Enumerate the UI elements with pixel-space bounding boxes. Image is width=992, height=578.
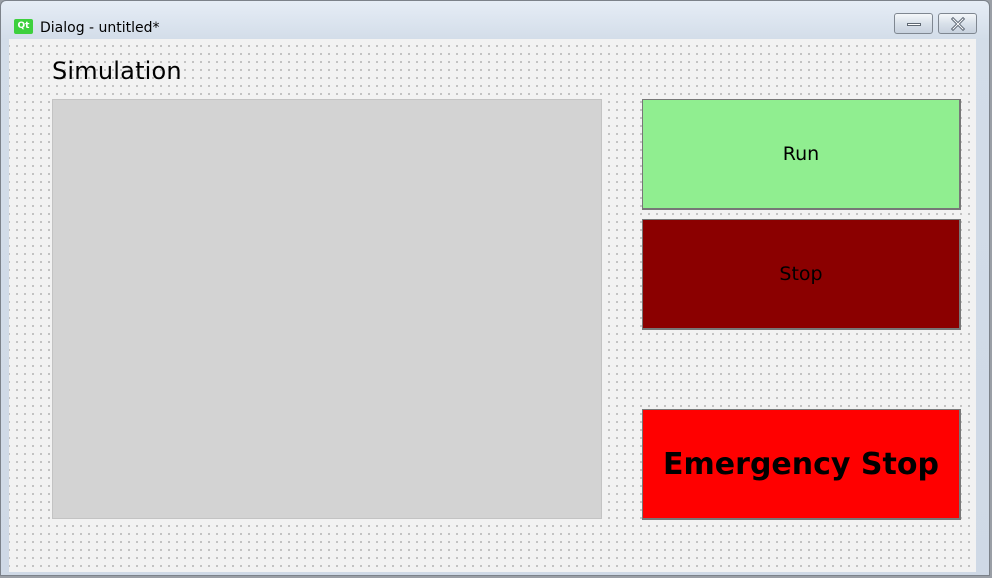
close-button[interactable] xyxy=(938,13,977,34)
stop-button[interactable]: Stop xyxy=(642,219,961,330)
window-titlebar[interactable]: Qt Dialog - untitled* xyxy=(1,1,989,39)
window-title: Dialog - untitled* xyxy=(40,20,160,36)
qt-app-icon: Qt xyxy=(14,19,33,34)
close-icon xyxy=(951,17,965,31)
window-bottom-border xyxy=(9,572,976,575)
dialog-canvas: Simulation Run Stop Emergency Stop xyxy=(9,39,976,572)
emergency-stop-button[interactable]: Emergency Stop xyxy=(642,409,961,520)
simulation-view[interactable] xyxy=(52,99,602,519)
minimize-icon xyxy=(907,23,921,26)
run-button[interactable]: Run xyxy=(642,99,961,210)
simulation-title: Simulation xyxy=(52,57,182,85)
minimize-button[interactable] xyxy=(894,13,933,34)
